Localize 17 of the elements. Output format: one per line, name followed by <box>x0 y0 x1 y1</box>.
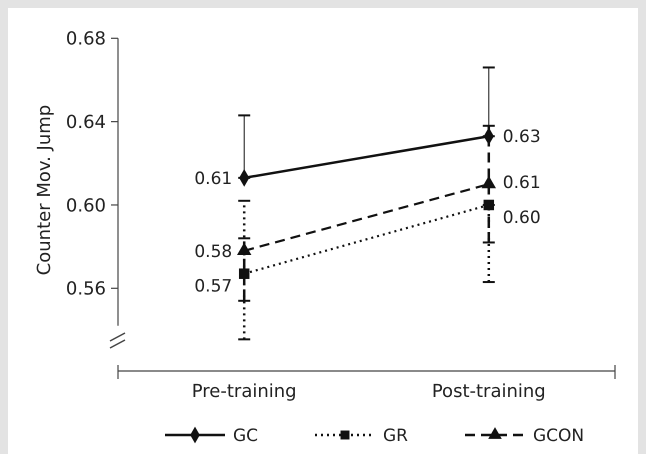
legend-label: GCON <box>533 426 584 446</box>
point <box>238 268 250 279</box>
data-label: 0.57 <box>194 276 232 297</box>
y-tick-label: 0.64 <box>66 112 106 133</box>
data-label: 0.60 <box>502 208 541 228</box>
data-label: 0.63 <box>502 127 541 148</box>
y-tick-label: 0.56 <box>66 278 106 300</box>
data-label: 0.58 <box>194 242 232 262</box>
legend-label: GC <box>233 426 258 446</box>
data-label: 0.61 <box>502 173 541 194</box>
y-tick-label: 0.60 <box>66 195 106 216</box>
x-tick-label: Pre-training <box>192 381 297 402</box>
x-tick-label: Post-training <box>432 381 546 402</box>
y-tick-label: 0.68 <box>66 28 106 50</box>
data-label: 0.61 <box>194 168 232 189</box>
legend-label: GR <box>383 426 408 446</box>
y-axis-title: Counter Mov. Jump <box>34 104 55 276</box>
